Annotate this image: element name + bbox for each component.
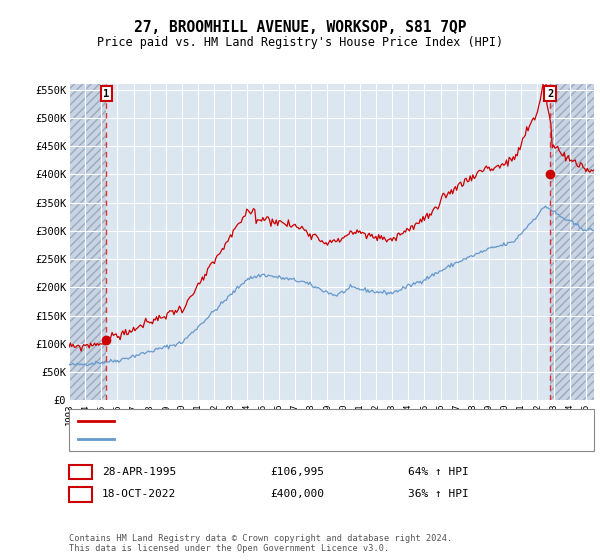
Bar [550, 84, 594, 400]
Text: 1: 1 [77, 467, 84, 477]
Text: 36% ↑ HPI: 36% ↑ HPI [408, 489, 469, 500]
Text: £400,000: £400,000 [270, 489, 324, 500]
Text: 2: 2 [77, 489, 84, 500]
Text: £106,995: £106,995 [270, 467, 324, 477]
Bar [69, 84, 106, 400]
Text: 2: 2 [547, 88, 553, 99]
Text: 18-OCT-2022: 18-OCT-2022 [102, 489, 176, 500]
Text: 1: 1 [103, 88, 110, 99]
Text: HPI: Average price, detached house, Bassetlaw: HPI: Average price, detached house, Bass… [123, 434, 404, 444]
Text: Price paid vs. HM Land Registry's House Price Index (HPI): Price paid vs. HM Land Registry's House … [97, 36, 503, 49]
Text: Contains HM Land Registry data © Crown copyright and database right 2024.
This d: Contains HM Land Registry data © Crown c… [69, 534, 452, 553]
Text: 27, BROOMHILL AVENUE, WORKSOP, S81 7QP: 27, BROOMHILL AVENUE, WORKSOP, S81 7QP [134, 20, 466, 35]
Text: 27, BROOMHILL AVENUE, WORKSOP, S81 7QP (detached house): 27, BROOMHILL AVENUE, WORKSOP, S81 7QP (… [123, 416, 467, 426]
Text: 64% ↑ HPI: 64% ↑ HPI [408, 467, 469, 477]
Text: 28-APR-1995: 28-APR-1995 [102, 467, 176, 477]
